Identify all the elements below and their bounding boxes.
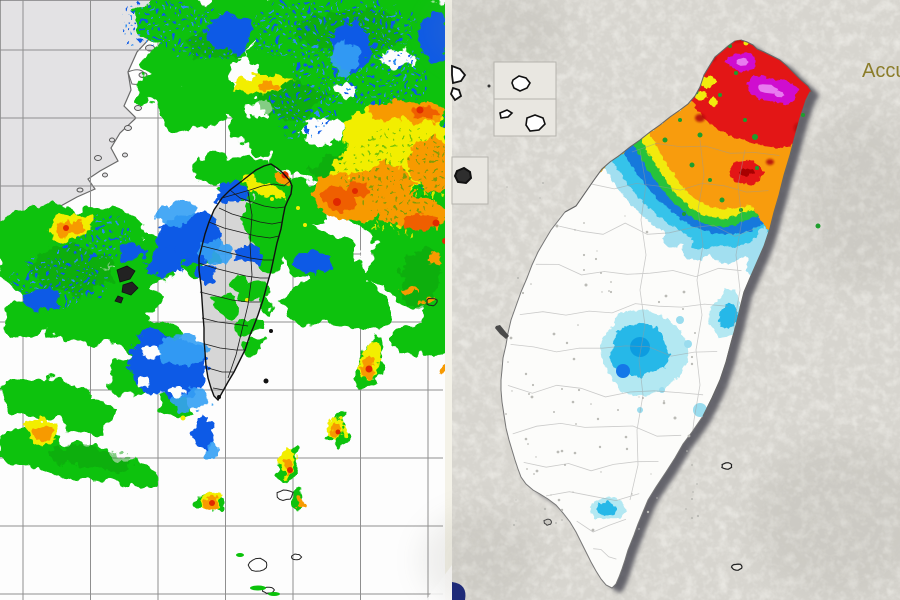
svg-text:Accum: Accum	[862, 60, 900, 82]
